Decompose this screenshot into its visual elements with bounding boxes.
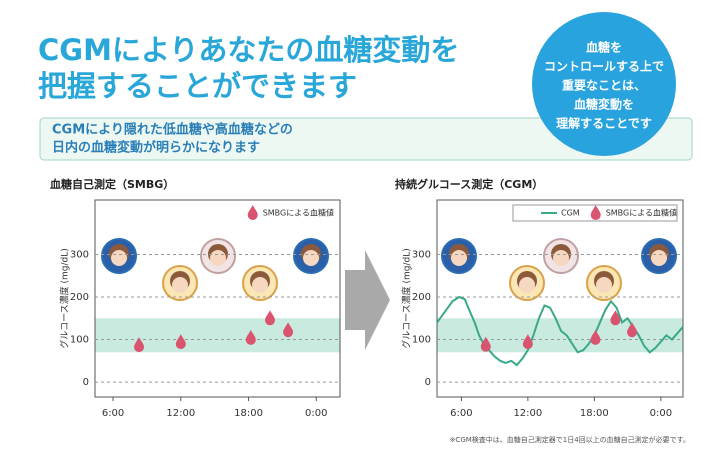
plot-frame <box>436 199 684 398</box>
plot <box>436 199 684 398</box>
legend-swatch <box>247 205 258 220</box>
x-tick-label: 12:00 <box>166 408 195 419</box>
x-tick-label: 0:00 <box>650 408 672 419</box>
plot <box>94 199 341 398</box>
arrow <box>345 250 390 350</box>
y-tick-label: 100 <box>412 335 431 346</box>
y-tick-label: 200 <box>70 292 89 303</box>
face <box>303 250 319 266</box>
face-icons <box>101 238 677 301</box>
callout-text: コントロールする上で <box>544 59 664 74</box>
smbg-point <box>480 336 491 352</box>
face <box>210 250 226 266</box>
face <box>596 277 612 293</box>
smbg-point <box>175 334 186 350</box>
smbg-point <box>265 310 275 326</box>
face <box>252 277 268 293</box>
smbg-point <box>245 329 256 345</box>
face <box>451 250 467 266</box>
target-band <box>95 318 340 353</box>
callout-text: 血糖変動を <box>574 97 634 112</box>
y-tick-label: 0 <box>425 377 431 388</box>
face <box>553 250 569 266</box>
y-tick-label: 0 <box>83 377 89 388</box>
callout-text: 重要なことは、 <box>562 78 646 93</box>
callout-circle <box>532 12 676 156</box>
target-band <box>437 318 683 353</box>
face <box>651 250 667 266</box>
chart-title: 血糖自己測定（SMBG） <box>50 177 174 191</box>
cgm-line <box>436 295 684 367</box>
smbg-point <box>627 322 638 338</box>
legend-label: SMBGによる血糖値 <box>606 208 677 218</box>
x-tick-label: 18:00 <box>580 408 609 419</box>
callout-text: 血糖を <box>586 40 622 55</box>
footnote: ※CGM検査中は、血糖自己測定器で1日4回以上の血糖自己測定が必要です。 <box>450 435 690 444</box>
chart-title: 持続グルコース測定（CGM） <box>395 177 543 191</box>
subtitle: CGMにより隠れた低血糖や高血糖などの <box>52 122 293 138</box>
legend-label: SMBGによる血糖値 <box>263 208 334 218</box>
subtitle: 日内の血糖変動が明らかになります <box>52 140 260 156</box>
smbg-point <box>522 334 533 350</box>
face <box>172 277 188 293</box>
legend-swatch <box>590 205 601 220</box>
y-axis-label: グルコース濃度 (mg/dL) <box>59 248 71 349</box>
y-tick-label: 300 <box>412 249 431 260</box>
smbg-point <box>590 329 601 345</box>
smbg-point <box>283 322 294 338</box>
y-tick-label: 300 <box>70 249 89 260</box>
smbg-point <box>134 337 145 353</box>
face <box>519 277 535 293</box>
headline: 把握することができます <box>38 69 357 103</box>
legend-label: CGM <box>561 209 580 218</box>
x-tick-label: 0:00 <box>305 408 327 419</box>
subtitle-box <box>39 117 693 161</box>
x-tick-label: 6:00 <box>450 408 472 419</box>
y-tick-label: 200 <box>412 292 431 303</box>
smbg-point <box>610 310 621 326</box>
callout-text: 理解することです <box>556 116 652 131</box>
x-tick-label: 18:00 <box>234 408 263 419</box>
y-axis-label: グルコース濃度 (mg/dL) <box>401 248 413 349</box>
face <box>111 250 127 266</box>
y-tick-label: 100 <box>70 335 89 346</box>
x-tick-label: 12:00 <box>513 408 542 419</box>
plot-frame <box>94 199 341 398</box>
x-tick-label: 6:00 <box>102 408 124 419</box>
headline: CGMによりあなたの血糖変動を <box>38 33 459 67</box>
